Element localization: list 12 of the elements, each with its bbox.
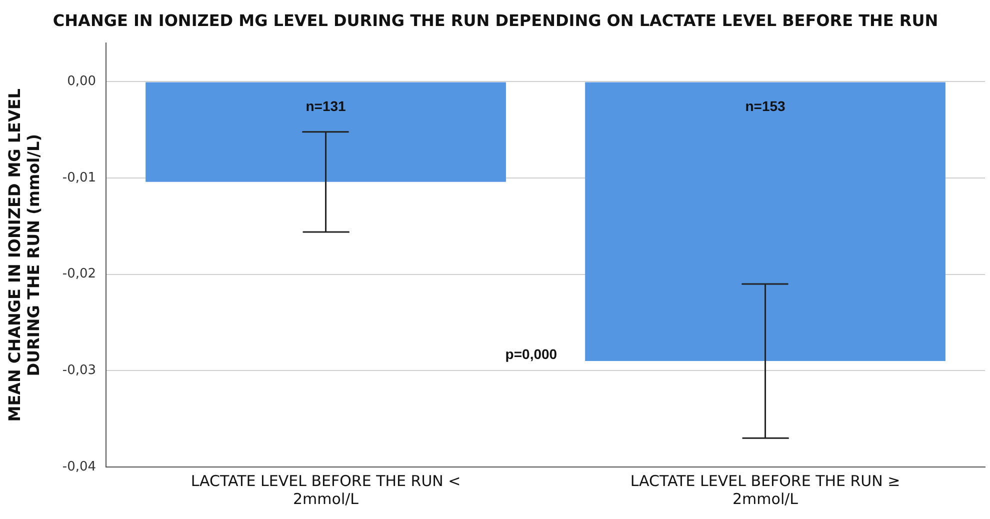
y-tick-label: -0,04 bbox=[62, 459, 96, 474]
x-tick-label: LACTATE LEVEL BEFORE THE RUN ≥ 2mmol/L bbox=[630, 472, 900, 508]
y-tick-label: 0,00 bbox=[67, 74, 96, 90]
y-tick-label: -0,01 bbox=[62, 170, 96, 186]
annotation: n=131 bbox=[306, 98, 346, 114]
chart-title: CHANGE IN IONIZED MG LEVEL DURING THE RUN DEPENDING ON LACTATE LEVEL BEFORE THE RUN bbox=[52, 10, 938, 30]
annotation: p=0,000 bbox=[505, 346, 558, 362]
y-tick-label: -0,03 bbox=[62, 363, 96, 378]
annotation: n=153 bbox=[745, 98, 786, 114]
y-axis-title: MEAN CHANGE IN IONIZED MG LEVEL DURING THE RUN (mmol/L) bbox=[4, 88, 43, 422]
x-tick-label: LACTATE LEVEL BEFORE THE RUN < 2mmol/L bbox=[190, 472, 461, 508]
y-tick-label: -0,02 bbox=[62, 266, 96, 282]
